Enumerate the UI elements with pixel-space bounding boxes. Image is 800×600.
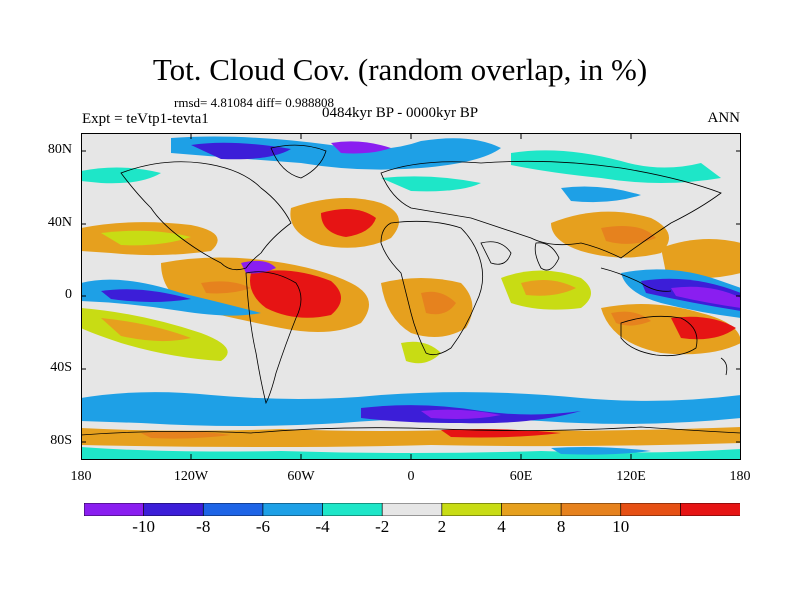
colorbar-tick-label: -6 [255,517,270,536]
colorbar-tick-label: 2 [437,517,447,536]
page-title: Tot. Cloud Cov. (random overlap, in %) [152,52,648,87]
lat-label-80n: 80N [47,142,72,157]
stats-line: rmsd= 4.81084 diff= 0.988808 [174,95,334,110]
lon-ticks [190,133,632,460]
lon-label-0: 0 [407,469,415,484]
anomaly-fields [81,136,741,460]
colorbar [84,503,740,516]
lon-label-180w: 180 [70,469,92,484]
colorbar-swatch [381,503,443,516]
colorbar-tick-label: 4 [497,517,506,536]
colorbar-swatch [322,503,384,516]
colorbar-swatch [501,503,562,516]
colorbar-tick-label: -10 [132,517,155,536]
colorbar-tick-label: 8 [556,517,566,536]
lon-label-120w: 120W [173,469,209,484]
colorbar-swatch [143,503,205,516]
colorbar-swatch [202,503,264,516]
colorbar-swatch [84,503,145,516]
cloud-cover-map [81,133,741,460]
lat-ticks [81,150,741,443]
season-label: ANN [707,110,741,126]
lat-label-40s: 40S [50,360,72,375]
lat-label-0: 0 [65,287,72,302]
colorbar-tick-label: -8 [196,517,211,536]
colorbar-tick-label: 10 [612,517,630,536]
colorbar-swatch [680,503,740,516]
lon-label-180e: 180 [729,469,751,484]
colorbar-swatch [560,503,622,516]
lon-label-120e: 120E [616,469,646,484]
lat-label-80s: 80S [50,433,72,448]
colorbar-tick-label: -4 [315,517,330,536]
colorbar-tick-label: -2 [375,517,390,536]
colorbar-swatch [262,503,324,516]
colorbar-swatch [620,503,682,516]
period-label: 0484kyr BP - 0000kyr BP [322,105,479,121]
experiment-label: Expt = teVtp1-tevta1 [82,111,209,127]
coastlines [81,144,741,436]
colorbar-swatch [441,503,503,516]
lon-label-60e: 60E [509,469,533,484]
lon-label-60w: 60W [287,469,315,484]
lat-label-40n: 40N [47,215,72,230]
